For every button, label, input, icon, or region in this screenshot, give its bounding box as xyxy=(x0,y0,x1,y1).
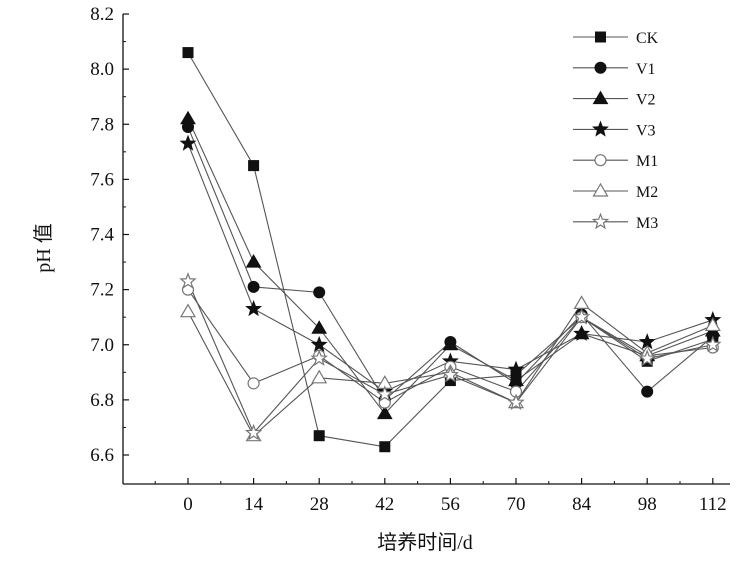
x-tick-label: 112 xyxy=(699,494,727,515)
legend-marker xyxy=(592,120,609,137)
data-point xyxy=(704,335,722,353)
legend-item-m1: M1 xyxy=(573,153,658,170)
data-point xyxy=(248,160,260,172)
y-tick-label: 7.2 xyxy=(90,280,114,301)
x-tick-label: 56 xyxy=(441,494,460,515)
data-point xyxy=(641,385,654,398)
data-point xyxy=(310,349,328,366)
data-point xyxy=(182,47,194,59)
data-point xyxy=(376,385,394,402)
legend-item-v2: V2 xyxy=(573,90,656,109)
y-axis-title: pH 值 xyxy=(32,223,55,272)
x-tick-label: 84 xyxy=(572,494,592,515)
data-point xyxy=(441,365,460,383)
legend-item-m3: M3 xyxy=(573,212,658,232)
legend-item-v1: V1 xyxy=(573,61,656,78)
legend-label: M3 xyxy=(636,215,658,232)
y-tick-label: 8.2 xyxy=(90,4,114,25)
y-tick-label: 7.6 xyxy=(90,169,114,190)
data-point xyxy=(179,272,197,289)
data-point xyxy=(507,360,525,377)
data-point xyxy=(573,295,590,310)
y-tick-label: 6.8 xyxy=(90,390,114,411)
data-point xyxy=(572,308,591,325)
legend-label: V2 xyxy=(636,92,656,109)
legend-marker xyxy=(594,61,607,74)
data-point xyxy=(245,300,263,317)
data-point xyxy=(313,430,325,442)
data-point xyxy=(573,324,591,341)
data-point xyxy=(179,134,197,151)
x-tick-label: 14 xyxy=(244,494,264,515)
legend-marker xyxy=(595,31,606,43)
y-tick-label: 7.0 xyxy=(90,335,114,356)
y-tick-label: 8.0 xyxy=(90,59,114,80)
legend-item-v3: V3 xyxy=(573,120,656,139)
data-point xyxy=(442,336,459,351)
y-tick-label: 7.8 xyxy=(90,114,114,135)
legend-marker xyxy=(594,154,607,167)
y-tick-label: 7.4 xyxy=(90,225,114,246)
data-point xyxy=(313,286,326,299)
x-tick-label: 42 xyxy=(375,494,394,515)
legend-marker xyxy=(591,212,610,230)
axes: 6.6 6.8 7.0 7.2 7.4 7.6 7.8 8.0 8.2 0 14 28 42 56 70 84… xyxy=(90,4,730,515)
series-layer xyxy=(179,47,722,453)
legend-label: V1 xyxy=(636,61,656,78)
series-markers-m3 xyxy=(179,272,722,441)
data-point xyxy=(638,349,656,366)
series-markers-v3 xyxy=(179,134,722,399)
data-point xyxy=(311,320,328,334)
x-tick-label: 70 xyxy=(507,494,526,515)
x-tick-label: 98 xyxy=(638,494,657,515)
legend: CK V1 V2 V3 M1 M2 M3 xyxy=(573,30,659,232)
data-point xyxy=(507,393,525,411)
legend-label: CK xyxy=(636,30,659,47)
series-ck xyxy=(187,52,713,448)
data-point xyxy=(245,254,262,268)
legend-label: M2 xyxy=(636,184,658,201)
y-tick-label: 6.6 xyxy=(90,445,114,466)
x-tick-label: 0 xyxy=(183,494,193,515)
x-tick-label: 28 xyxy=(310,494,329,515)
data-point xyxy=(704,317,721,332)
x-axis-title: 培养时间/d xyxy=(377,531,473,554)
data-point xyxy=(376,405,393,420)
series-line xyxy=(187,52,713,448)
legend-marker xyxy=(592,90,609,105)
legend-marker xyxy=(592,182,609,197)
data-point xyxy=(310,335,328,352)
legend-label: M1 xyxy=(636,153,658,170)
data-point xyxy=(180,110,196,125)
data-point xyxy=(244,423,263,441)
data-point xyxy=(247,280,260,293)
legend-item-m2: M2 xyxy=(573,182,658,201)
data-point xyxy=(179,303,197,318)
legend-item-ck: CK xyxy=(573,30,659,47)
data-point xyxy=(311,369,328,384)
data-point xyxy=(379,441,391,453)
data-point xyxy=(247,377,260,390)
legend-label: V3 xyxy=(636,122,656,139)
